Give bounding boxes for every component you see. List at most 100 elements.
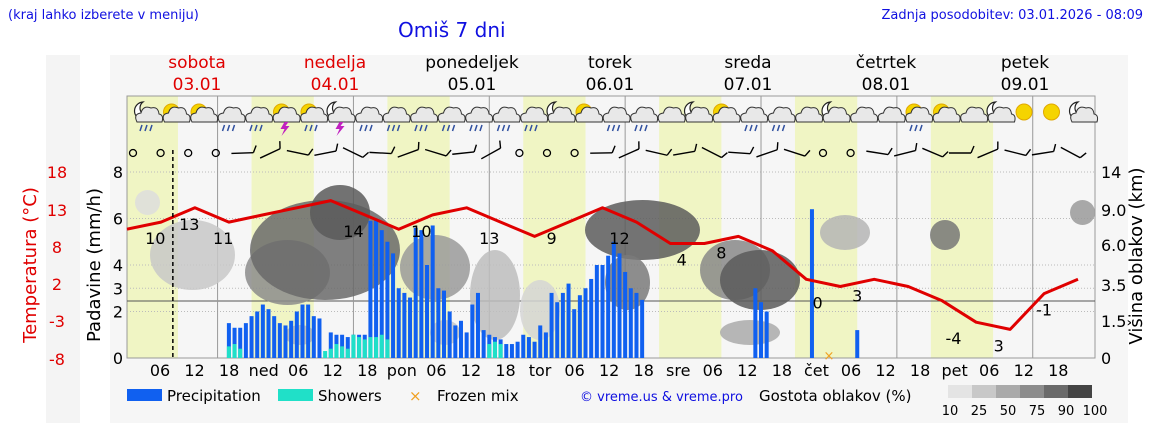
wind-barb-icon bbox=[231, 145, 257, 155]
precip-tick-label: 2 bbox=[113, 303, 123, 322]
sun-icon bbox=[1015, 103, 1033, 121]
temperature-value-label: 4 bbox=[677, 251, 687, 270]
x-tick-label: ned bbox=[249, 361, 279, 380]
wind-barb-shaft bbox=[1060, 146, 1081, 159]
wind-barb-shaft bbox=[701, 146, 722, 159]
precip-bar bbox=[238, 327, 243, 358]
wind-barb-icon bbox=[618, 141, 640, 159]
temperature-line bbox=[126, 199, 1079, 331]
wind-barb-flag bbox=[887, 147, 893, 155]
left-axis-panel bbox=[46, 55, 80, 423]
precip-bar bbox=[464, 332, 469, 358]
wind-barb-shaft bbox=[728, 151, 751, 155]
cloud-height-tick-label: 0 bbox=[1101, 349, 1111, 368]
rain-drop bbox=[446, 124, 451, 132]
cloud-rain-icon bbox=[245, 106, 274, 132]
rain-drop bbox=[391, 124, 396, 132]
plot-frame bbox=[126, 95, 1096, 359]
cloud-icon bbox=[575, 106, 604, 123]
temperature-value-label: 14 bbox=[343, 222, 363, 241]
precip-bar bbox=[266, 309, 271, 358]
rain-drop bbox=[781, 124, 786, 132]
sun-icon bbox=[1043, 103, 1060, 121]
calm-wind-icon bbox=[515, 148, 524, 158]
wind-barb-flag bbox=[666, 148, 673, 156]
calm-wind-icon bbox=[156, 148, 165, 158]
rain-drop bbox=[469, 124, 473, 132]
cloud-density-tick: 50 bbox=[1000, 404, 1017, 419]
day-date: 05.01 bbox=[448, 75, 497, 95]
temperature-value-label: 10 bbox=[411, 222, 431, 241]
x-tick-label: 06 bbox=[426, 361, 446, 380]
cloud-density-tick: 100 bbox=[1083, 404, 1108, 419]
cloud-icon bbox=[822, 106, 851, 123]
precip-bar bbox=[504, 344, 509, 358]
day-name: sreda bbox=[724, 53, 771, 73]
wind-barb-icon bbox=[424, 148, 452, 157]
x-tick-label: 12 bbox=[599, 361, 619, 380]
precip-bar bbox=[289, 320, 294, 358]
wind-barb-icon bbox=[949, 145, 975, 154]
wind-barb-flag bbox=[970, 145, 975, 154]
precip-bar bbox=[408, 297, 413, 358]
lightning-icon bbox=[335, 122, 345, 136]
cloud-icon bbox=[217, 106, 246, 123]
day-date: 04.01 bbox=[311, 75, 360, 95]
rain-drop bbox=[254, 124, 258, 132]
wind-barb-icon bbox=[286, 148, 314, 156]
x-tick-label: 06 bbox=[288, 361, 308, 380]
wind-barb-flag bbox=[335, 143, 339, 152]
rain-drop bbox=[144, 124, 148, 132]
cloud-icon bbox=[272, 106, 301, 123]
precip-bar bbox=[555, 302, 560, 358]
x-tick-label: sre bbox=[666, 361, 690, 380]
rain-drop bbox=[606, 124, 611, 132]
cloud-icon bbox=[492, 106, 521, 123]
rain-drop bbox=[226, 124, 231, 132]
precip-bar bbox=[277, 323, 282, 358]
rain-drop bbox=[754, 124, 758, 132]
shower-bar bbox=[328, 348, 333, 358]
sun-rain-icon bbox=[905, 103, 934, 132]
wind-barb-shaft bbox=[231, 151, 254, 155]
cloud-mass bbox=[605, 255, 650, 310]
wind-barb-shaft bbox=[259, 148, 281, 159]
shower-bar bbox=[340, 346, 345, 358]
cloud-icon bbox=[685, 106, 714, 123]
rain-drop bbox=[386, 124, 391, 132]
wind-barb-shaft bbox=[893, 149, 916, 157]
precip-bar bbox=[594, 265, 599, 358]
legend-frozen-label: Frozen mix bbox=[437, 387, 519, 405]
precip-tick-label: 4 bbox=[113, 256, 123, 275]
cloud-rain-icon bbox=[465, 106, 494, 132]
rain-drop bbox=[359, 124, 363, 132]
temperature-value-label: 10 bbox=[145, 229, 165, 248]
frozen-mix-mark: × bbox=[823, 349, 834, 364]
precip-bar bbox=[526, 337, 531, 358]
wind-barb-shaft bbox=[673, 150, 695, 156]
wind-barb-icon bbox=[977, 141, 999, 159]
cloud-icon bbox=[877, 106, 906, 123]
cloud-density-swatch bbox=[996, 385, 1020, 398]
wind-barb-shaft bbox=[369, 151, 392, 155]
cloud-density-swatch bbox=[1068, 385, 1092, 398]
wind-barb-icon bbox=[1004, 148, 1032, 157]
shower-bar bbox=[238, 348, 243, 358]
precip-tick-label: 0 bbox=[113, 349, 123, 368]
precip-bar bbox=[442, 290, 447, 358]
x-tick-label: 06 bbox=[703, 361, 723, 380]
cloud-icon bbox=[162, 106, 191, 123]
shower-bar bbox=[492, 341, 497, 358]
shower-bar bbox=[226, 346, 231, 358]
wind-barb-shaft bbox=[645, 149, 668, 156]
cloud-icon bbox=[795, 106, 824, 123]
precip-bar bbox=[617, 253, 622, 358]
wind-barb-flag bbox=[473, 144, 478, 153]
day-name: četrtek bbox=[856, 53, 917, 73]
legend-showers-label: Showers bbox=[318, 387, 382, 405]
cloud-icon bbox=[602, 106, 631, 123]
wind-barb-flag bbox=[721, 152, 728, 159]
cloud-rain-icon bbox=[217, 106, 246, 132]
shower-bar bbox=[487, 344, 492, 358]
wind-barb-icon bbox=[1031, 143, 1057, 156]
